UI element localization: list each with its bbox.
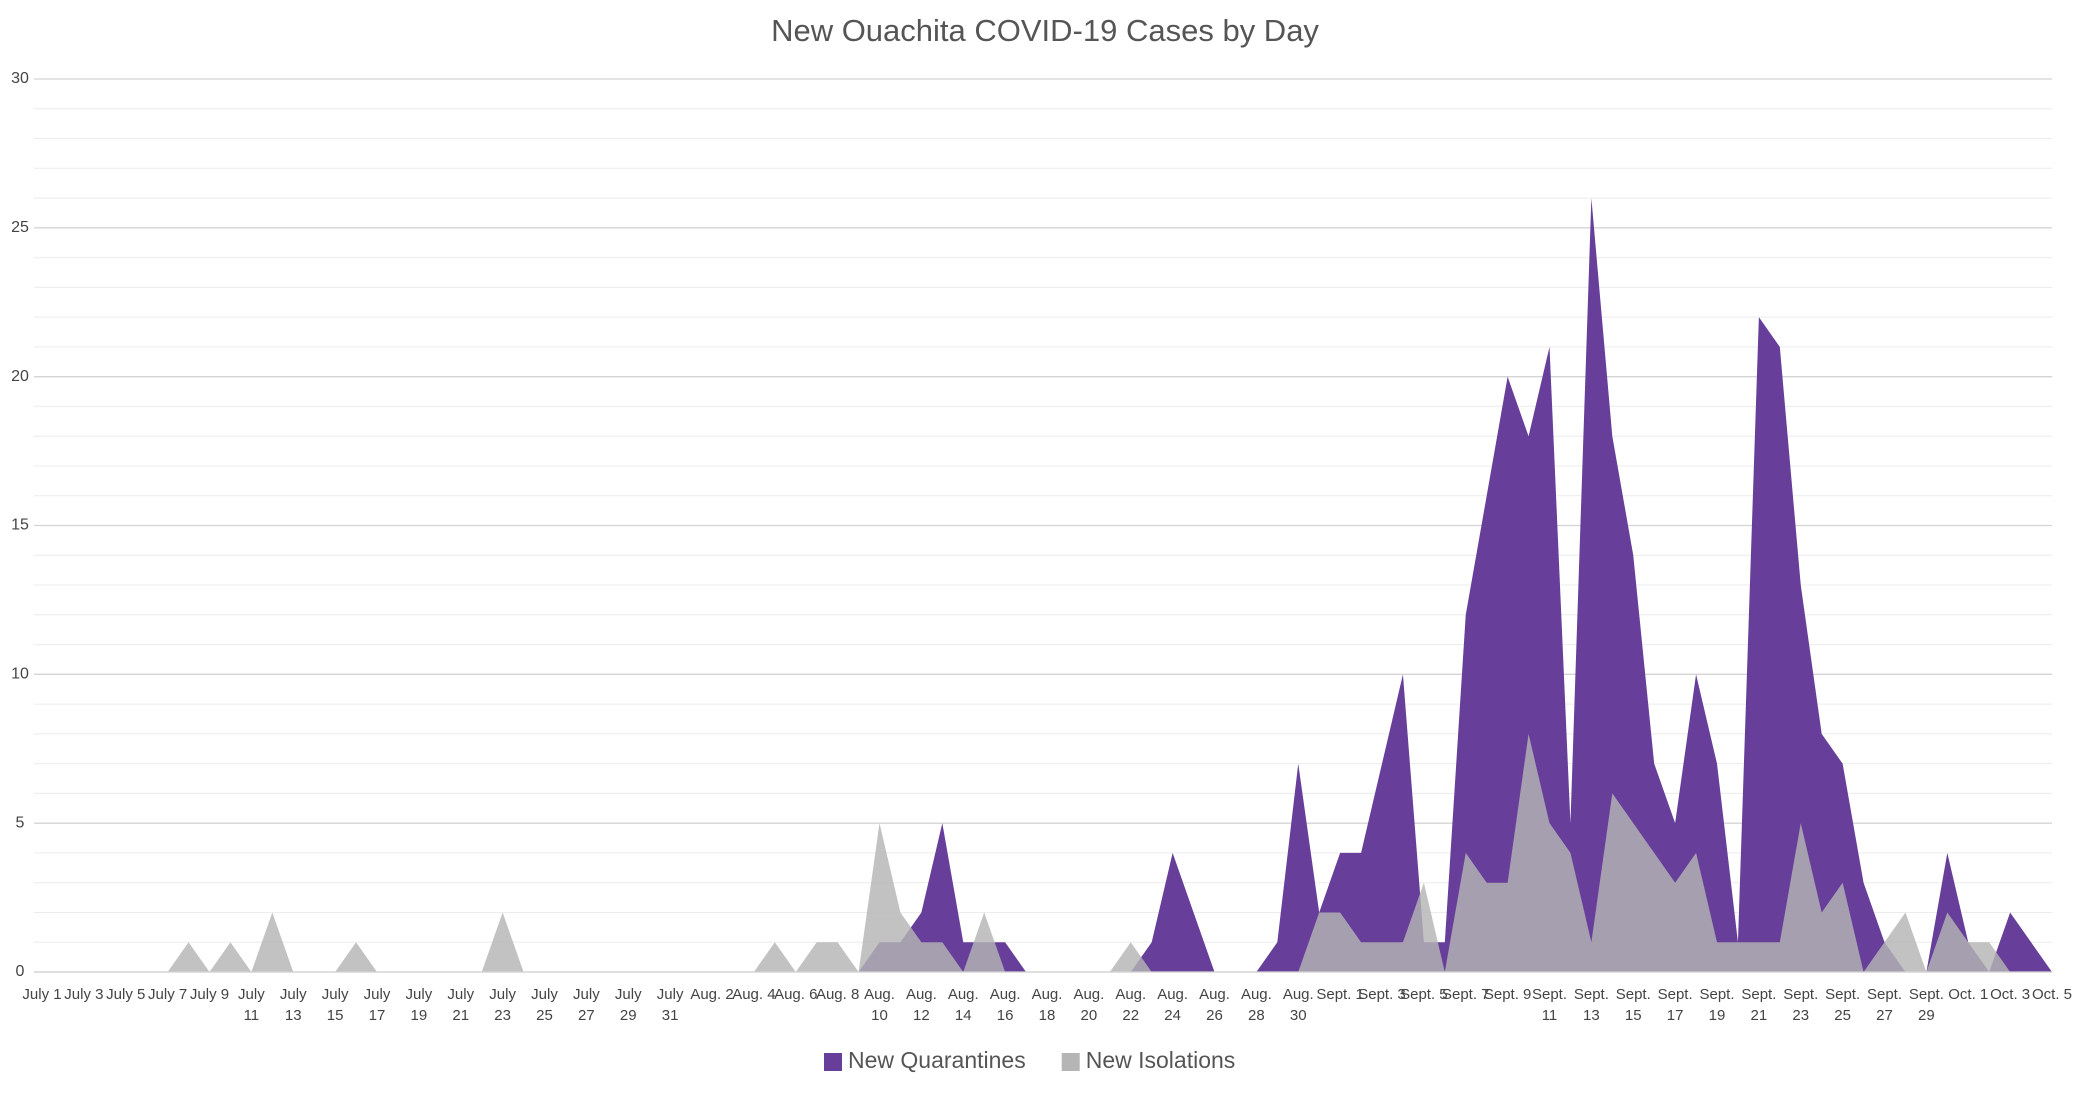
areas	[34, 198, 2052, 973]
x-tick-label: Aug. 14	[948, 986, 979, 1024]
x-tick-label: Aug. 22	[1115, 986, 1146, 1024]
x-tick-label: Aug. 4	[732, 986, 775, 1003]
x-tick-label: Sept. 29	[1909, 986, 1944, 1024]
x-tick-label: July 3	[64, 986, 103, 1003]
x-tick-label: Sept. 3	[1358, 986, 1406, 1003]
x-tick-label: Aug. 6	[774, 986, 817, 1003]
x-tick-label: Sept. 23	[1783, 986, 1818, 1024]
x-tick-label: Sept. 7	[1442, 986, 1490, 1003]
x-tick-label: Aug. 2	[690, 986, 733, 1003]
x-tick-label: Oct. 3	[1990, 986, 2030, 1003]
legend-swatch	[824, 1053, 842, 1071]
x-tick-label: Sept. 27	[1867, 986, 1902, 1024]
x-tick-label: July 11	[238, 986, 265, 1024]
x-axis: July 1 July 3 July 5 July 7 July 9 July 11 July…	[22, 986, 2072, 1024]
x-tick-label: Aug. 10	[864, 986, 895, 1024]
x-tick-label: July 1	[22, 986, 61, 1003]
x-tick-label: July 23	[489, 986, 516, 1024]
x-tick-label: Sept. 19	[1699, 986, 1734, 1024]
x-tick-label: Sept. 15	[1616, 986, 1651, 1024]
x-tick-label: July 5	[106, 986, 145, 1003]
x-tick-label: July 29	[615, 986, 642, 1024]
x-tick-label: Sept. 5	[1400, 986, 1448, 1003]
x-tick-label: Aug. 18	[1032, 986, 1063, 1024]
x-tick-label: Oct. 1	[1948, 986, 1988, 1003]
x-tick-label: July 15	[322, 986, 349, 1024]
x-tick-label: Aug. 30	[1283, 986, 1314, 1024]
x-tick-label: July 17	[364, 986, 391, 1024]
x-tick-label: Aug. 24	[1157, 986, 1188, 1024]
y-tick-label: 30	[11, 70, 29, 87]
x-tick-label: July 7	[148, 986, 187, 1003]
x-tick-label: Aug. 8	[816, 986, 859, 1003]
x-tick-label: Aug. 12	[906, 986, 937, 1024]
chart-title: New Ouachita COVID-19 Cases by Day	[771, 13, 1319, 48]
x-tick-label: Sept. 1	[1316, 986, 1364, 1003]
area	[42, 198, 2052, 973]
legend-label: New Quarantines	[848, 1047, 1026, 1073]
y-tick-label: 20	[11, 368, 29, 385]
legend-label: New Isolations	[1086, 1047, 1236, 1073]
x-tick-label: Sept. 9	[1484, 986, 1532, 1003]
x-tick-label: Oct. 5	[2032, 986, 2072, 1003]
x-tick-label: July 21	[447, 986, 474, 1024]
legend-swatch	[1061, 1053, 1080, 1071]
x-tick-label: Sept. 25	[1825, 986, 1860, 1024]
x-tick-label: July 27	[573, 986, 600, 1024]
x-tick-label: Sept. 13	[1574, 986, 1609, 1024]
x-tick-label: Sept. 17	[1658, 986, 1693, 1024]
x-tick-label: July 31	[657, 986, 684, 1024]
x-tick-label: July 9	[190, 986, 229, 1003]
grid: 0 5 10 15 20 25 30	[11, 70, 2052, 980]
x-tick-label: Sept. 11	[1532, 986, 1567, 1024]
x-tick-label: July 19	[406, 986, 433, 1024]
x-tick-label: Aug. 16	[990, 986, 1021, 1024]
x-tick-label: July 25	[531, 986, 558, 1024]
x-tick-label: Aug. 20	[1073, 986, 1104, 1024]
x-tick-label: Aug. 28	[1241, 986, 1272, 1024]
y-tick-label: 15	[11, 517, 29, 534]
area	[42, 733, 2052, 972]
y-tick-label: 5	[16, 814, 25, 831]
x-tick-label: Aug. 26	[1199, 986, 1230, 1024]
y-tick-label: 10	[11, 666, 29, 683]
y-tick-label: 25	[11, 219, 29, 236]
legend: New Quarantines New Isolations	[824, 1047, 1235, 1073]
y-tick-label: 0	[16, 963, 25, 980]
x-tick-label: July 13	[280, 986, 307, 1024]
x-tick-label: Sept. 21	[1741, 986, 1776, 1024]
